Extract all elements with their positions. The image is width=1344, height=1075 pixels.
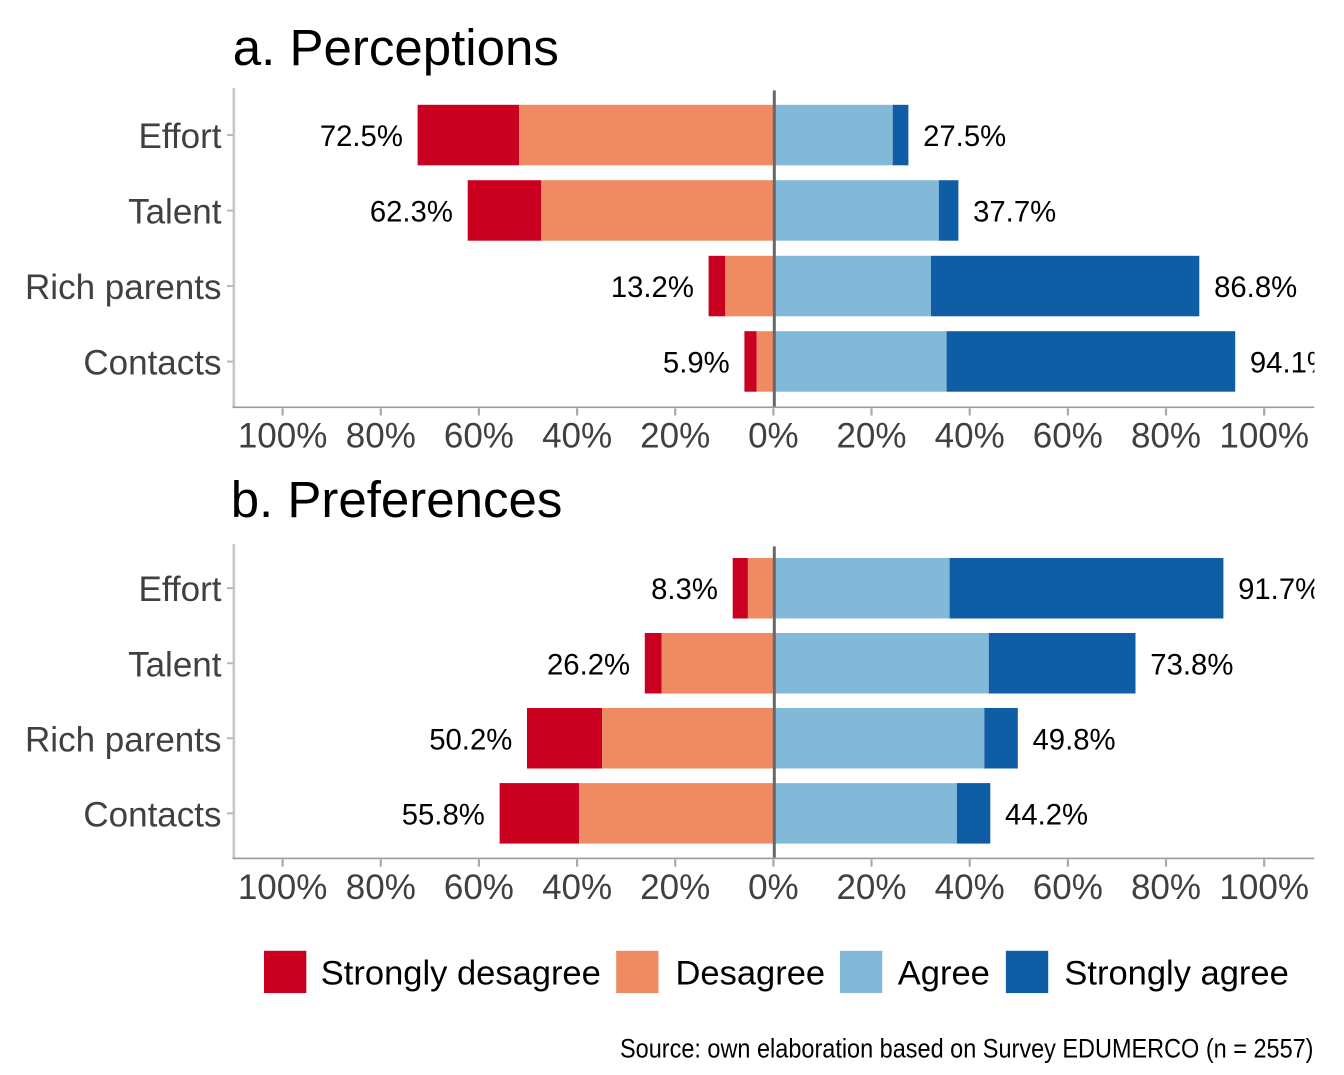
svg-text:44.2%: 44.2% xyxy=(1005,798,1088,831)
svg-text:Desagree: Desagree xyxy=(676,955,826,993)
svg-text:0%: 0% xyxy=(748,868,799,907)
svg-text:80%: 80% xyxy=(1131,868,1201,907)
svg-text:40%: 40% xyxy=(935,417,1005,456)
svg-text:Strongly agree: Strongly agree xyxy=(1064,955,1288,993)
svg-text:5.9%: 5.9% xyxy=(663,347,730,380)
svg-text:100%: 100% xyxy=(1219,417,1309,456)
svg-text:86.8%: 86.8% xyxy=(1214,271,1297,304)
svg-text:49.8%: 49.8% xyxy=(1033,723,1116,756)
svg-text:80%: 80% xyxy=(1131,417,1201,456)
svg-text:27.5%: 27.5% xyxy=(923,120,1006,153)
svg-text:20%: 20% xyxy=(836,417,906,456)
svg-text:a. Perceptions: a. Perceptions xyxy=(233,19,559,76)
svg-text:100%: 100% xyxy=(238,868,328,907)
svg-text:55.8%: 55.8% xyxy=(402,798,485,831)
svg-text:Strongly desagree: Strongly desagree xyxy=(321,955,601,993)
svg-text:80%: 80% xyxy=(346,868,416,907)
svg-text:50.2%: 50.2% xyxy=(429,723,512,756)
svg-text:100%: 100% xyxy=(1219,868,1309,907)
svg-text:100%: 100% xyxy=(238,417,328,456)
svg-text:0%: 0% xyxy=(748,417,799,456)
svg-text:73.8%: 73.8% xyxy=(1150,648,1233,681)
svg-text:91.7%: 91.7% xyxy=(1238,573,1321,606)
svg-text:60%: 60% xyxy=(444,868,514,907)
svg-text:Contacts: Contacts xyxy=(83,795,221,834)
svg-text:Rich parents: Rich parents xyxy=(25,720,221,759)
svg-text:60%: 60% xyxy=(1033,417,1103,456)
svg-text:60%: 60% xyxy=(444,417,514,456)
svg-text:Contacts: Contacts xyxy=(83,344,221,383)
svg-text:Talent: Talent xyxy=(128,193,222,232)
svg-text:Source: own elaboration based: Source: own elaboration based on Survey … xyxy=(620,1034,1314,1064)
svg-text:Agree: Agree xyxy=(898,955,990,993)
svg-text:20%: 20% xyxy=(640,868,710,907)
svg-text:40%: 40% xyxy=(542,868,612,907)
svg-text:8.3%: 8.3% xyxy=(651,573,718,606)
svg-text:20%: 20% xyxy=(836,868,906,907)
svg-text:Rich parents: Rich parents xyxy=(25,268,221,307)
svg-text:Effort: Effort xyxy=(138,117,221,156)
svg-text:62.3%: 62.3% xyxy=(370,196,453,229)
svg-text:26.2%: 26.2% xyxy=(547,648,630,681)
svg-text:37.7%: 37.7% xyxy=(973,196,1056,229)
svg-text:40%: 40% xyxy=(542,417,612,456)
svg-text:40%: 40% xyxy=(935,868,1005,907)
svg-text:Talent: Talent xyxy=(128,645,222,684)
svg-text:80%: 80% xyxy=(346,417,416,456)
svg-text:72.5%: 72.5% xyxy=(320,120,403,153)
svg-text:20%: 20% xyxy=(640,417,710,456)
svg-text:13.2%: 13.2% xyxy=(611,271,694,304)
svg-text:b. Preferences: b. Preferences xyxy=(231,471,563,528)
svg-text:Effort: Effort xyxy=(138,570,221,609)
svg-text:60%: 60% xyxy=(1033,868,1103,907)
svg-text:94.1%: 94.1% xyxy=(1250,347,1333,380)
